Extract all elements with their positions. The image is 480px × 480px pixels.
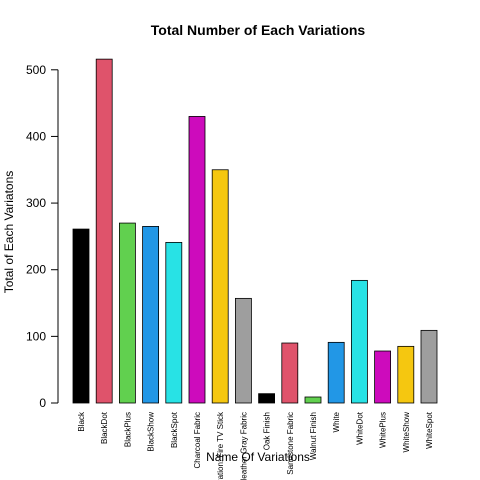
bar (374, 350, 392, 404)
y-tick-label: 300 (26, 196, 46, 210)
bar (95, 58, 113, 404)
y-axis-label: Total of Each Variatons (2, 171, 16, 294)
bar (350, 279, 368, 404)
bar (304, 396, 322, 404)
x-tick-label: White (332, 411, 341, 432)
x-tick-label: WhitePlus (379, 412, 388, 448)
bar (119, 222, 136, 404)
y-tick-label: 400 (26, 129, 46, 143)
y-tick-label: 200 (26, 263, 46, 277)
x-tick-label: Black (77, 411, 86, 432)
bar (188, 116, 206, 404)
chart-title: Total Number of Each Variations (151, 22, 366, 38)
y-axis: 0 100 200 300 400 500 (26, 63, 59, 410)
x-tick-label: BlackPlus (123, 412, 132, 447)
y-tick-label: 500 (26, 63, 46, 77)
bar (234, 297, 252, 404)
bar (142, 226, 160, 404)
x-tick-label: Charcoal Fabric (193, 412, 202, 468)
y-tick-label: 100 (26, 329, 46, 343)
bar (165, 241, 183, 404)
x-tick-label: Oak Finish (263, 412, 272, 450)
x-tick-label: Heather Gray Fabric (239, 412, 248, 480)
x-tick-label: WhiteShow (402, 412, 411, 453)
x-tick-label: Sandstone Fabric (286, 412, 295, 475)
x-tick-label: Configuration: Fire TV Stick (216, 411, 225, 480)
bar (72, 228, 90, 404)
x-tick-label: BlackDot (100, 411, 109, 444)
bar (420, 329, 438, 404)
bar (397, 345, 415, 404)
x-tick-label: WhiteSpot (425, 411, 434, 449)
bar (281, 342, 299, 404)
bar (327, 341, 345, 404)
bars (72, 58, 438, 404)
x-tick-label: Walnut Finish (309, 412, 318, 460)
x-axis-label: Name Of Variations (206, 450, 310, 464)
y-tick-label: 0 (39, 396, 46, 410)
bar (211, 169, 229, 404)
bar (258, 393, 276, 404)
x-tick-label: BlackSpot (170, 411, 179, 448)
x-tick-label: BlackShow (147, 412, 156, 452)
x-tick-label: WhiteDot (355, 411, 364, 445)
x-tick-labels: Black BlackDot BlackPlus BlackShow BlackSpot… (77, 411, 434, 480)
